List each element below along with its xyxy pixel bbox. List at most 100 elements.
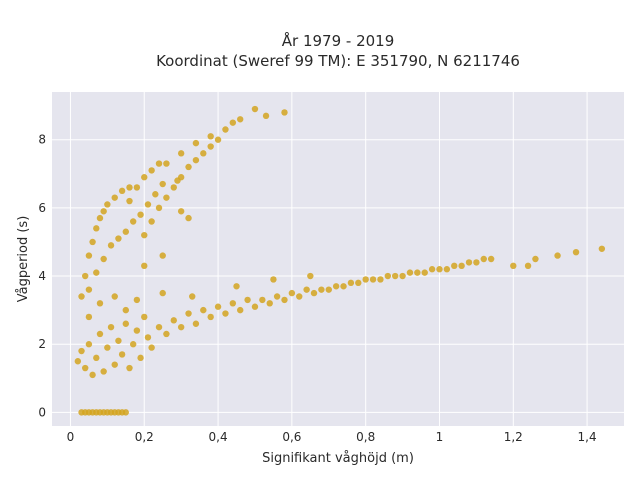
grid-layer [52,92,624,426]
data-point [141,174,148,181]
data-point [207,313,214,321]
data-point [355,279,362,287]
data-point [207,133,214,140]
data-point [177,150,185,157]
data-point [307,272,314,280]
data-point [251,105,259,113]
data-point [163,194,170,201]
data-point [163,160,170,167]
data-point [222,126,229,133]
x-tick-label: 0,2 [135,430,154,444]
data-point [111,194,118,201]
data-point [270,276,277,283]
data-point [89,238,96,246]
data-point [85,286,93,293]
data-point [325,286,332,293]
data-point [96,214,104,222]
data-point [273,293,281,300]
data-point [85,252,93,259]
data-point [487,255,495,263]
data-point [177,208,185,215]
data-point [296,293,303,300]
scatter-points [74,105,606,416]
data-point [96,330,104,338]
data-point [524,262,532,270]
chart-title-line-1: År 1979 - 2019 [282,31,395,50]
data-point [85,313,93,321]
data-point [141,262,148,270]
data-point [93,354,100,362]
data-point [406,269,414,276]
data-point [237,306,244,314]
data-point [288,289,296,297]
plot-background [52,92,624,426]
x-tick-label: 1,4 [578,430,597,444]
x-tick-label: 0,4 [209,430,228,444]
data-point [122,306,130,314]
data-point [251,303,259,310]
data-point [303,286,310,293]
chart-title-line-2: Koordinat (Sweref 99 TM): E 351790, N 62… [156,52,520,70]
x-tick-label: 0,8 [356,430,375,444]
data-point [100,208,107,215]
data-point [259,296,266,304]
data-point [377,276,384,283]
data-point [189,293,196,300]
data-point [281,296,288,304]
data-point [133,184,141,191]
data-point [222,310,229,317]
data-point [122,409,130,416]
data-point [159,252,166,259]
y-tick-label: 4 [38,269,46,283]
data-point [207,143,214,150]
data-point [340,283,347,290]
data-point [310,289,318,297]
data-point [137,354,144,362]
data-point [148,344,155,351]
data-point [122,320,130,327]
data-point [126,364,133,372]
data-point [266,300,273,307]
data-point [443,266,451,273]
data-point [421,269,428,276]
data-point [111,361,118,368]
data-point [177,323,185,331]
data-point [104,344,111,351]
data-point [89,371,96,379]
y-tick-label: 6 [38,201,46,215]
x-axis-label: Signifikant våghöjd (m) [262,451,414,466]
data-point [214,303,222,310]
data-point [141,231,148,239]
data-point [480,255,487,263]
data-point [229,300,237,307]
x-tick-label: 1,2 [504,430,523,444]
data-point [115,235,122,242]
data-point [122,228,130,235]
data-point [129,218,137,225]
data-point [144,201,152,208]
y-tick-label: 2 [38,337,46,351]
data-point [82,364,89,372]
data-point [200,150,207,157]
data-point [392,272,399,280]
data-point [78,347,85,355]
data-point [237,116,244,123]
data-point [107,323,115,331]
data-point [93,225,100,232]
data-point [458,262,465,270]
data-point [137,211,144,218]
data-point [192,156,200,164]
data-point [118,351,126,358]
data-point [96,300,104,307]
data-point [155,204,163,212]
data-point [332,283,340,290]
data-point [100,368,107,375]
data-point [399,272,406,280]
data-point [532,255,539,263]
y-tick-label: 0 [38,405,46,419]
data-point [510,262,517,270]
data-point [126,197,133,205]
data-point [362,276,369,283]
data-point [100,255,107,263]
